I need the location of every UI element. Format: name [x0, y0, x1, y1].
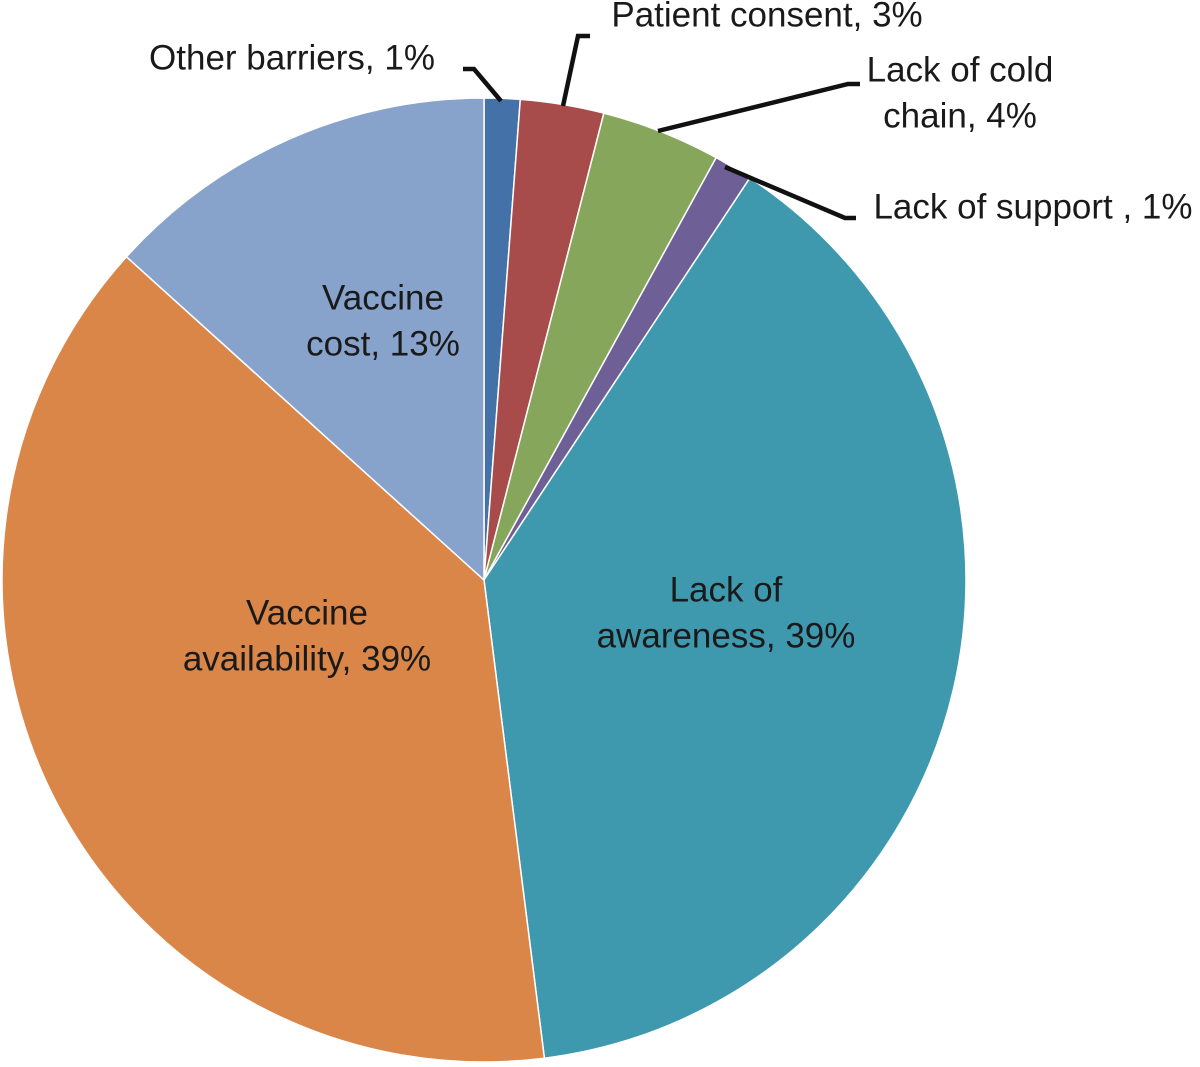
slice-label-line: Lack of cold	[867, 50, 1054, 89]
pie-slice-lack-of-awareness	[483, 177, 967, 1059]
leader-line	[463, 66, 503, 103]
slice-label-line: Patient consent, 3%	[611, 0, 922, 34]
slice-labels: Other barriers, 1% Patient consent, 3% Lac…	[149, 0, 1193, 678]
slice-label-line: chain, 4%	[883, 96, 1037, 135]
slice-label: Other barriers, 1%	[149, 38, 435, 77]
slice-label-line: Vaccine	[246, 593, 368, 632]
slice-label: Vaccine availability, 39%	[183, 593, 431, 678]
slice-label: Lack of cold chain, 4%	[867, 50, 1054, 135]
leader-lines	[463, 33, 860, 221]
slice-label: Lack of awareness, 39%	[597, 570, 856, 655]
slice-label-line: Other barriers, 1%	[149, 38, 435, 77]
leader-line	[560, 33, 590, 107]
pie-slices	[1, 97, 967, 1063]
leader-line	[724, 164, 856, 221]
slice-label-line: Vaccine	[322, 278, 444, 317]
slice-label: Vaccine cost, 13%	[306, 278, 460, 363]
leader-line	[657, 81, 860, 134]
slice-label-line: awareness, 39%	[597, 616, 856, 655]
slice-label-line: Lack of support , 1%	[873, 187, 1192, 226]
slice-label-line: cost, 13%	[306, 324, 460, 363]
slice-label: Lack of support , 1%	[873, 187, 1192, 226]
slice-label-line: Lack of	[670, 570, 783, 609]
slice-label: Patient consent, 3%	[611, 0, 922, 34]
pie-slice-vaccine-availability	[1, 255, 546, 1063]
pie-slice-vaccine-cost	[125, 97, 485, 581]
slice-label-line: availability, 39%	[183, 639, 431, 678]
